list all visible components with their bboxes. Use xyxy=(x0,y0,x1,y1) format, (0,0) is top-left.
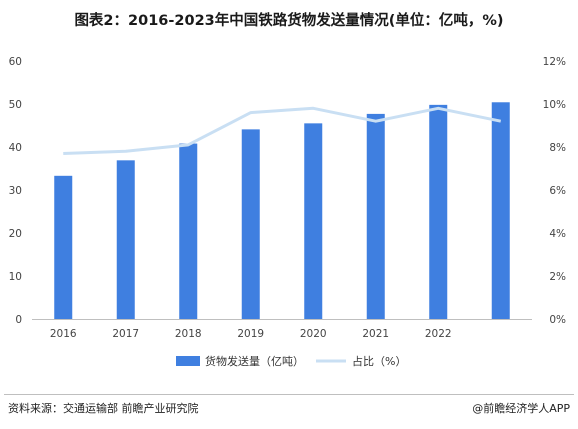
category-label: 2019 xyxy=(237,328,264,340)
category-label: 2022 xyxy=(425,328,452,340)
bar xyxy=(54,175,73,319)
category-label: 2017 xyxy=(112,328,139,340)
bar xyxy=(304,123,323,319)
left-tick-label: 40 xyxy=(9,142,22,154)
left-tick-label: 10 xyxy=(9,271,22,283)
footer-divider xyxy=(4,394,574,395)
bar xyxy=(366,113,385,319)
right-tick-label: 4% xyxy=(549,228,566,240)
bar xyxy=(116,160,135,319)
left-tick-label: 20 xyxy=(9,228,22,240)
right-tick-label: 8% xyxy=(549,142,566,154)
line-series xyxy=(63,106,502,155)
brand-credit: @前瞻经济学人APP xyxy=(472,402,570,415)
right-tick-label: 6% xyxy=(549,185,566,197)
category-label: 2021 xyxy=(362,328,389,340)
chart-title: 图表2：2016-2023年中国铁路货物发送量情况(单位：亿吨，%) xyxy=(74,13,504,29)
legend-bar-swatch xyxy=(176,356,200,366)
right-tick-label: 10% xyxy=(543,99,566,111)
right-tick-label: 2% xyxy=(549,271,566,283)
left-tick-label: 0 xyxy=(15,314,22,326)
chart-svg: 0 10 20 30 40 50 60 0% 2% 4% 6% 8% 10% 12% 2016 2017 201… xyxy=(9,56,566,368)
bar xyxy=(241,129,260,319)
legend-bar-label: 货物发送量（亿吨） xyxy=(205,354,304,368)
bar xyxy=(429,104,448,319)
bar xyxy=(491,102,510,319)
category-label: 2018 xyxy=(175,328,202,340)
legend-line-label: 占比（%） xyxy=(352,354,406,368)
category-label: 2016 xyxy=(50,328,77,340)
left-tick-label: 30 xyxy=(9,185,22,197)
left-tick-label: 50 xyxy=(9,99,22,111)
right-tick-label: 0% xyxy=(549,314,566,326)
right-tick-label: 12% xyxy=(543,56,566,68)
source-note: 资料来源：交通运输部 前瞻产业研究院 xyxy=(8,402,199,415)
left-tick-label: 60 xyxy=(9,56,22,68)
category-label: 2020 xyxy=(300,328,327,340)
bar xyxy=(179,143,198,319)
